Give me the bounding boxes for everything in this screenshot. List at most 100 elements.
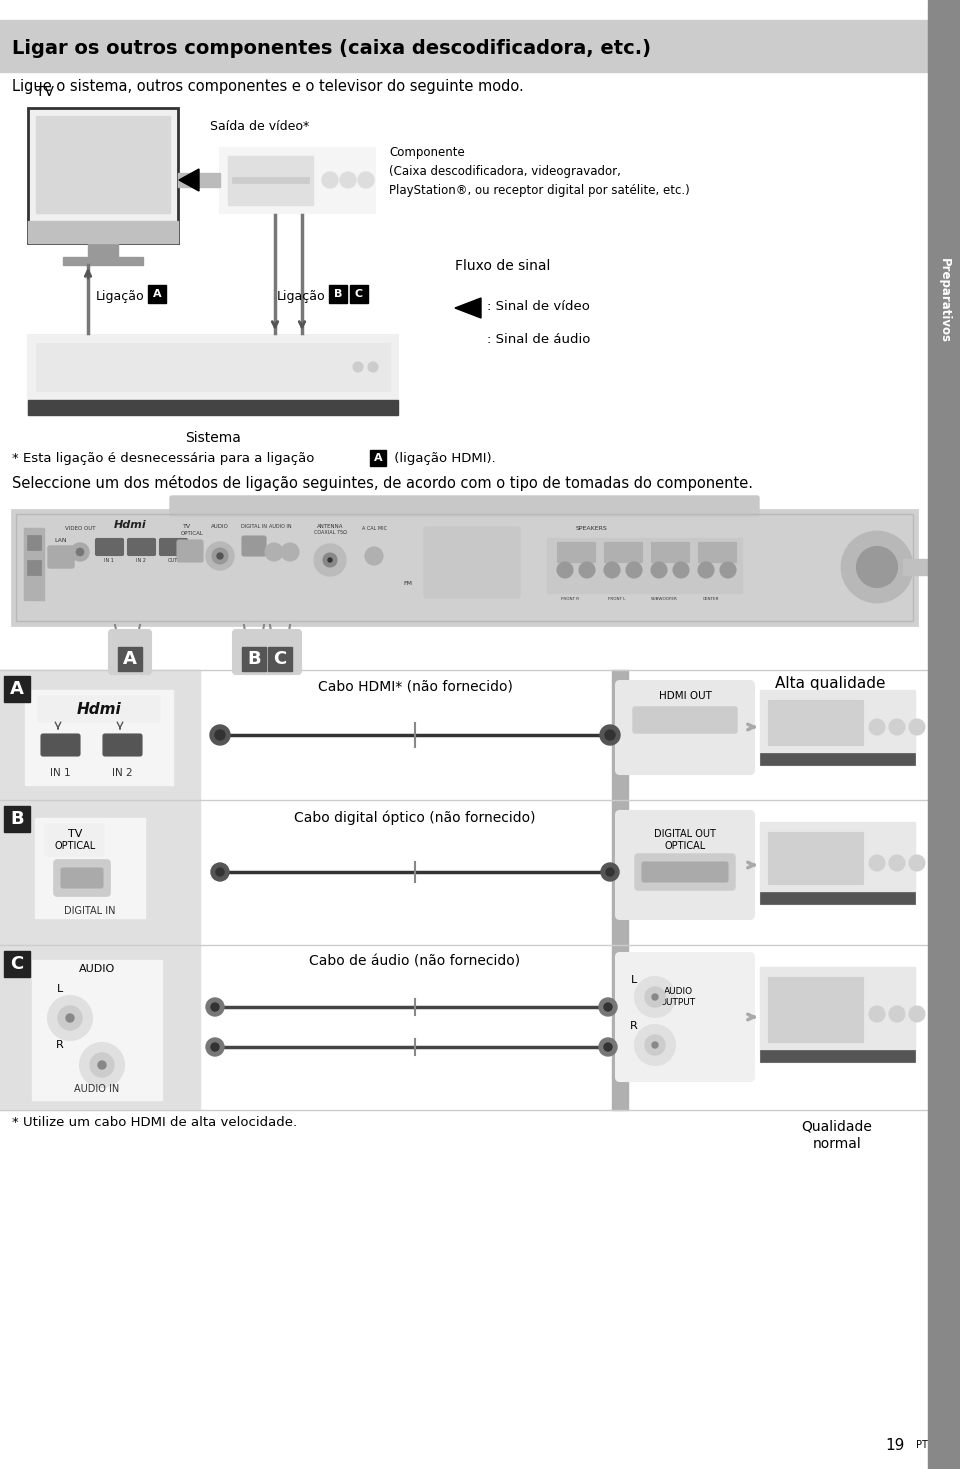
Polygon shape [455, 298, 481, 317]
Circle shape [635, 1025, 675, 1065]
Bar [0, 945, 200, 1111]
Circle shape [358, 172, 374, 188]
Circle shape [211, 1043, 219, 1050]
Circle shape [265, 544, 283, 561]
Text: C: C [11, 955, 24, 972]
Bar [28, 400, 398, 416]
Circle shape [58, 1006, 82, 1030]
Circle shape [211, 1003, 219, 1011]
Circle shape [365, 546, 383, 566]
Bar [24, 527, 44, 599]
Polygon shape [455, 331, 481, 351]
Circle shape [869, 1006, 885, 1022]
Bar [36, 342, 390, 391]
FancyBboxPatch shape [616, 953, 754, 1081]
FancyBboxPatch shape [61, 868, 103, 887]
Text: OPTICAL: OPTICAL [55, 840, 96, 851]
Text: HDMI OUT: HDMI OUT [659, 690, 711, 701]
Circle shape [842, 532, 912, 602]
Text: B: B [334, 289, 342, 300]
Text: Hdmi: Hdmi [77, 702, 121, 717]
Circle shape [579, 563, 595, 577]
Circle shape [206, 1039, 224, 1056]
Text: FRONT L: FRONT L [609, 596, 626, 601]
Text: B: B [11, 809, 24, 829]
Circle shape [604, 1043, 612, 1050]
Bar [4, 676, 30, 702]
Bar [268, 646, 292, 671]
Circle shape [314, 544, 346, 576]
Bar [0, 21, 928, 72]
Circle shape [606, 868, 614, 876]
Bar [25, 690, 173, 784]
Text: DIGITAL IN: DIGITAL IN [241, 524, 267, 529]
Circle shape [889, 718, 905, 734]
Circle shape [206, 542, 234, 570]
Circle shape [71, 544, 89, 561]
Text: Cabo HDMI* (não fornecido): Cabo HDMI* (não fornecido) [318, 679, 513, 693]
Bar [760, 892, 915, 903]
Text: IN 2: IN 2 [111, 768, 132, 779]
Text: SUBWOOFER: SUBWOOFER [651, 596, 678, 601]
Text: AUDIO: AUDIO [79, 964, 115, 974]
Circle shape [323, 552, 337, 567]
Text: CENTER: CENTER [703, 596, 719, 601]
Circle shape [98, 1061, 106, 1069]
FancyBboxPatch shape [54, 859, 110, 896]
Circle shape [599, 997, 617, 1017]
FancyBboxPatch shape [41, 734, 80, 757]
Bar [760, 690, 915, 765]
Circle shape [651, 563, 667, 577]
FancyBboxPatch shape [128, 539, 156, 555]
FancyBboxPatch shape [616, 682, 754, 774]
Circle shape [605, 730, 615, 740]
Text: C: C [274, 649, 287, 668]
Text: TV: TV [183, 524, 191, 529]
Bar [4, 806, 30, 831]
Bar [178, 173, 220, 187]
FancyBboxPatch shape [45, 824, 104, 856]
Text: (ligação HDMI).: (ligação HDMI). [390, 452, 495, 466]
FancyBboxPatch shape [635, 853, 735, 890]
Text: COAXIAL 75Ω: COAXIAL 75Ω [314, 530, 347, 535]
Circle shape [720, 563, 736, 577]
Polygon shape [179, 169, 199, 191]
Text: A: A [123, 649, 137, 668]
Text: TV: TV [36, 85, 54, 98]
Bar [118, 646, 142, 671]
Bar [760, 1050, 915, 1062]
Circle shape [322, 172, 338, 188]
Text: Ligue o sistema, outros componentes e o televisor do seguinte modo.: Ligue o sistema, outros componentes e o … [12, 78, 524, 94]
Text: * Esta ligação é desnecessária para a ligação: * Esta ligação é desnecessária para a li… [12, 452, 319, 466]
Bar [547, 538, 742, 593]
FancyBboxPatch shape [170, 497, 759, 516]
Bar [27, 560, 41, 574]
Circle shape [599, 1039, 617, 1056]
Text: Ligar os outros componentes (caixa descodificadora, etc.): Ligar os outros componentes (caixa desco… [12, 38, 651, 57]
Text: * Utilize um cabo HDMI de alta velocidade.: * Utilize um cabo HDMI de alta velocidad… [12, 1116, 298, 1130]
Bar [557, 542, 595, 563]
Text: Componente
(Caixa descodificadora, videogravador,
PlayStation®, ou receptor digi: Componente (Caixa descodificadora, video… [389, 145, 689, 197]
Circle shape [368, 361, 378, 372]
FancyBboxPatch shape [259, 630, 301, 674]
Bar [350, 285, 368, 303]
Bar [0, 801, 200, 945]
Bar [242, 646, 266, 671]
FancyBboxPatch shape [616, 811, 754, 920]
Circle shape [66, 1014, 74, 1022]
Text: Fluxo de sinal: Fluxo de sinal [455, 259, 550, 273]
Text: Ligação: Ligação [96, 289, 145, 303]
Bar [760, 754, 915, 765]
Bar [651, 542, 689, 563]
Text: IN 1: IN 1 [50, 768, 70, 779]
Text: Cabo digital óptico (não fornecido): Cabo digital óptico (não fornecido) [295, 811, 536, 826]
FancyBboxPatch shape [109, 630, 151, 674]
Text: DIGITAL IN: DIGITAL IN [64, 906, 116, 917]
Circle shape [80, 1043, 124, 1087]
FancyBboxPatch shape [103, 734, 142, 757]
Text: DIGITAL OUT
OPTICAL: DIGITAL OUT OPTICAL [654, 829, 716, 852]
Circle shape [909, 718, 925, 734]
Circle shape [48, 996, 92, 1040]
Text: A: A [373, 452, 382, 463]
Text: PT: PT [916, 1440, 928, 1450]
